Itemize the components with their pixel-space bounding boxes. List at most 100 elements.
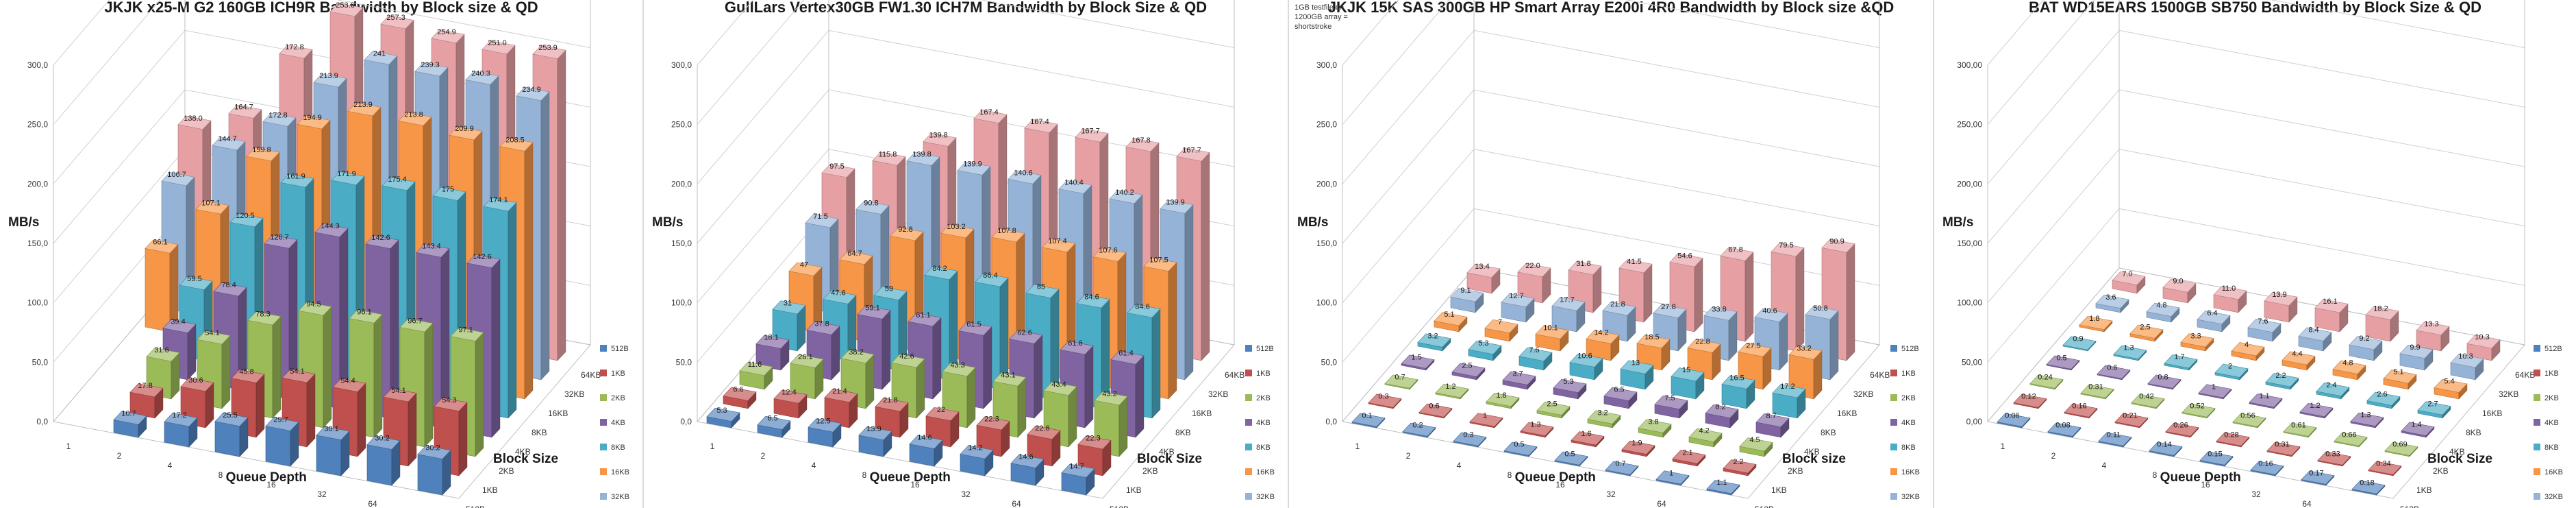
data-label: 84.2 <box>932 265 947 273</box>
bar-top <box>2097 365 2131 379</box>
bar-top <box>1669 253 1703 267</box>
y-tick-label: 250,00 <box>1957 120 1982 130</box>
data-label: 22 <box>937 406 945 414</box>
bar-top <box>1739 437 1773 452</box>
bar-8KB-qd16: 2.2 <box>2265 372 2299 390</box>
data-label: 4.2 <box>1699 427 1709 435</box>
bar-top <box>1755 413 1790 428</box>
bar-side <box>221 335 231 409</box>
data-label: 120.5 <box>236 212 255 220</box>
bar-side <box>1779 313 1788 371</box>
bar-side <box>1184 204 1194 380</box>
x-tick-label: 4 <box>812 461 816 470</box>
legend-label: 16KB <box>611 468 629 476</box>
bar-2KB-qd2: 0.31 <box>2080 383 2114 400</box>
bar-top <box>1551 297 1586 311</box>
bar-2KB-qd8: 0.52 <box>2181 402 2216 419</box>
data-label: 18.1 <box>764 334 778 342</box>
data-label: 140.6 <box>1014 169 1033 177</box>
bar-top <box>1061 463 1095 478</box>
gridline <box>1987 0 2095 125</box>
data-label: 13.3 <box>2424 320 2438 328</box>
data-label: 213.9 <box>319 72 338 80</box>
data-label: 107.4 <box>1048 237 1067 245</box>
bar-4KB-qd64: 1.3 <box>2350 411 2384 428</box>
legend-swatch <box>2534 493 2540 500</box>
bar-4KB-qd32: 7.5 <box>1654 394 1688 419</box>
bar-1KB-qd128: 54.3 <box>434 396 468 476</box>
legend-swatch <box>1245 394 1252 401</box>
bar-top <box>231 369 265 383</box>
bar-side <box>1795 247 1805 352</box>
data-label: 144.3 <box>321 222 340 230</box>
bar-side <box>323 306 332 428</box>
data-label: 159.8 <box>252 146 271 154</box>
data-label: 17.7 <box>1560 295 1574 304</box>
legend-swatch <box>1245 493 1252 500</box>
bar-8KB-qd4: 1.7 <box>2164 353 2198 371</box>
bar-side <box>966 367 976 428</box>
bar-top <box>2062 336 2097 350</box>
data-label: 0.61 <box>2291 422 2305 430</box>
data-label: 167.8 <box>1131 136 1151 145</box>
bar-top <box>349 309 383 324</box>
data-label: 64.7 <box>847 250 862 258</box>
bar-64KB-qd1: 13.4 <box>1466 263 1501 294</box>
y-tick-label: 200,0 <box>27 179 48 189</box>
data-label: 54.1 <box>391 387 405 395</box>
bar-8KB-qd1: 3.2 <box>1417 332 1451 352</box>
bar-top <box>2181 403 2216 418</box>
bar-top <box>1520 422 1554 436</box>
data-label: 251.0 <box>488 39 507 47</box>
bar-top <box>197 330 231 345</box>
data-label: 0.3 <box>1378 393 1388 401</box>
x-tick-label: 32 <box>2251 489 2261 499</box>
bar-side <box>1068 386 1077 448</box>
legend-swatch <box>600 493 607 500</box>
bar-top <box>2162 278 2197 293</box>
data-label: 9.1 <box>1460 287 1471 295</box>
z-tick-label: 4KB <box>1159 447 1175 457</box>
data-label: 0.31 <box>2275 441 2289 449</box>
bar-512B-qd16: 0.5 <box>1554 450 1588 467</box>
bar-top <box>1110 350 1145 365</box>
data-label: 0.08 <box>2055 422 2070 430</box>
bar-side <box>1168 262 1177 400</box>
chart-3: JKJK 15K SAS 300GB HP Smart Array E200i … <box>1295 0 1920 508</box>
data-label: 8.4 <box>2308 326 2318 334</box>
panel-divider <box>1933 0 1934 508</box>
bar-top <box>314 223 349 238</box>
x-tick-label: 32 <box>317 489 327 499</box>
bar-top <box>2264 291 2298 306</box>
legend-label: 4KB <box>1901 419 1916 427</box>
legend-label: 1KB <box>611 370 625 378</box>
data-label: 59.5 <box>187 275 201 283</box>
bar-2KB-qd16: 3.2 <box>1587 409 1621 428</box>
data-label: 0.33 <box>2325 450 2340 459</box>
bar-top <box>960 445 994 459</box>
data-label: 17.2 <box>1780 383 1795 391</box>
gridline <box>1342 208 1475 363</box>
y-tick-label: 0,0 <box>1325 417 1337 426</box>
bar-top <box>1417 333 1451 348</box>
x-axis-title: Queue Depth <box>1515 470 1596 485</box>
bar-side <box>1745 251 1754 342</box>
bar-512B-qd32: 0.7 <box>1605 460 1639 476</box>
bar-top <box>1636 335 1671 349</box>
bar-top <box>2265 373 2299 387</box>
data-label: 21.8 <box>883 396 897 404</box>
data-label: 1 <box>1669 469 1673 477</box>
bar-16KB-qd128: 5.4 <box>2434 378 2468 400</box>
bar-top <box>416 243 450 258</box>
legend-label: 32KB <box>2544 493 2563 501</box>
bar-top <box>991 228 1025 243</box>
bar-4KB-qd16: 6.5 <box>1603 386 1638 409</box>
chart-title: GullLars Vertex30GB FW1.30 ICH7M Bandwid… <box>725 0 1207 16</box>
data-label: 1 <box>2212 383 2216 391</box>
bar-front <box>214 421 240 457</box>
bar-top <box>957 161 991 176</box>
data-label: 126.7 <box>270 233 289 241</box>
data-label: 6.6 <box>733 386 743 394</box>
bar-top <box>2332 360 2366 374</box>
bar-4KB-qd128: 8.7 <box>1755 412 1790 438</box>
